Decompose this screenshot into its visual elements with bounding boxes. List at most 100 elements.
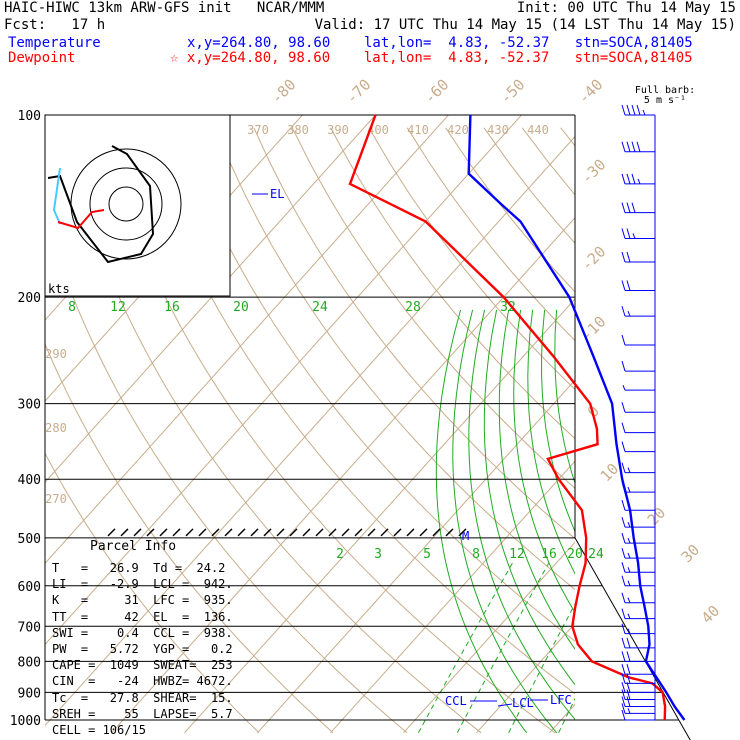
wind-barb-flag bbox=[621, 664, 626, 675]
parcel-info-row: Tc = 27.8 SHEAR= 15. bbox=[52, 690, 233, 705]
isotherm-label: -40 bbox=[575, 76, 607, 108]
temperature-legend: Temperature bbox=[8, 35, 101, 51]
wind-barb-flag bbox=[621, 637, 626, 649]
mixing-ratio-label: 3 bbox=[374, 547, 382, 562]
wind-barb-flag bbox=[621, 608, 626, 619]
wind-barb-flag bbox=[621, 651, 626, 662]
hatch-mark bbox=[328, 528, 337, 537]
parcel-info-row: SREH = 55 LAPSE= 5.7 bbox=[52, 706, 233, 721]
hatch-mark bbox=[146, 528, 155, 537]
hodograph-trace bbox=[47, 145, 155, 264]
wind-barb-flag bbox=[626, 664, 631, 675]
dry-adiabat-line bbox=[368, 127, 575, 391]
isotherm-line bbox=[695, 87, 740, 733]
thetae-label: 16 bbox=[164, 300, 180, 315]
dry-adiabat-line bbox=[253, 127, 575, 540]
thetae-label: 8 bbox=[68, 300, 76, 315]
wind-barb-flag bbox=[621, 673, 626, 684]
moist-adiabat-line bbox=[452, 309, 558, 734]
wind-barb-flag bbox=[626, 637, 631, 649]
m-marker-label: M bbox=[462, 529, 469, 543]
wind-barb-flag bbox=[636, 141, 641, 152]
parcel-info-row: PW = 5.72 YGP = 0.2 bbox=[52, 642, 233, 656]
wind-barb-flag bbox=[626, 280, 631, 291]
wind-barb-flag bbox=[621, 532, 626, 544]
wind-barb-flag bbox=[621, 422, 626, 433]
dry-adiabat-line bbox=[45, 214, 408, 734]
temperature-location: x,y=264.80, 98.60 lat,lon= 4.83, -52.37 … bbox=[187, 35, 693, 51]
wind-barb-flag bbox=[621, 173, 626, 185]
dry-adiabat-line bbox=[599, 128, 740, 733]
isotherm-line bbox=[45, 115, 377, 483]
wind-barb-flag bbox=[631, 173, 636, 185]
wind-barb-flag bbox=[626, 228, 631, 239]
wind-barb-flag bbox=[621, 202, 626, 213]
isotherm-line bbox=[111, 217, 575, 734]
wind-barb-flag bbox=[626, 696, 631, 707]
wind-barb-flag bbox=[626, 251, 631, 263]
valid-time: Valid: 17 UTC Thu 14 May 15 (14 LST Thu … bbox=[314, 17, 736, 33]
moist-adiabat-line bbox=[541, 309, 575, 533]
hatch-mark bbox=[406, 528, 415, 537]
moist-adiabat-line bbox=[483, 309, 575, 686]
theta-label: 280 bbox=[45, 421, 67, 435]
isotherm-line bbox=[45, 115, 304, 402]
thetae-label: 28 bbox=[405, 300, 421, 315]
hatch-mark bbox=[302, 528, 311, 537]
wind-barb-half bbox=[627, 486, 631, 493]
pressure-tick-label: 300 bbox=[18, 398, 41, 413]
hatch-mark bbox=[315, 528, 324, 537]
dry-adiabat-line bbox=[330, 127, 575, 440]
mixing-ratio-label: 5 bbox=[423, 547, 431, 562]
wind-barb-half bbox=[642, 109, 646, 116]
theta-label: 400 bbox=[367, 123, 389, 137]
lcl-marker-line bbox=[497, 703, 513, 707]
pressure-tick-label: 600 bbox=[18, 580, 41, 595]
hatch-mark bbox=[172, 528, 181, 537]
mixing-ratio-label: 8 bbox=[472, 547, 480, 562]
isotherm-label: -70 bbox=[343, 76, 375, 108]
mixing-ratio-line bbox=[685, 563, 740, 733]
isotherm-label: 40 bbox=[698, 602, 724, 628]
wind-barb-flag bbox=[626, 141, 631, 152]
wind-barb-flag bbox=[621, 251, 626, 263]
hatch-mark bbox=[263, 528, 272, 537]
pressure-tick-label: 700 bbox=[18, 620, 41, 635]
pressure-tick-label: 800 bbox=[18, 655, 41, 670]
isotherm-label: 20 bbox=[644, 504, 670, 530]
isotherm-label: 10 bbox=[597, 460, 623, 486]
wind-barb-half bbox=[627, 552, 631, 559]
dry-adiabat-line bbox=[637, 128, 740, 733]
isotherm-line bbox=[330, 460, 575, 734]
forecast-hour: Fcst: 17 h bbox=[4, 17, 106, 33]
dry-adiabat-line bbox=[676, 128, 740, 733]
wind-barb-flag bbox=[621, 360, 626, 372]
hodograph-ring bbox=[89, 167, 163, 241]
theta-label: 390 bbox=[327, 123, 349, 137]
hatch-mark bbox=[120, 528, 129, 537]
thetae-label: 32 bbox=[500, 300, 516, 315]
hatch-mark bbox=[354, 528, 363, 537]
dry-adiabat-line bbox=[483, 127, 575, 245]
moist-adiabat-line bbox=[527, 309, 575, 575]
isotherm-line bbox=[476, 622, 575, 734]
wind-barb-flag bbox=[621, 481, 626, 493]
wind-barb-flag bbox=[621, 592, 626, 603]
isotherm-line bbox=[257, 379, 575, 734]
dry-adiabat-line bbox=[45, 342, 334, 734]
dry-adiabat-line bbox=[445, 127, 575, 293]
hatch-mark bbox=[107, 528, 116, 537]
wind-barb-flag bbox=[631, 104, 636, 116]
isotherm-label: -60 bbox=[421, 76, 453, 108]
hatch-mark bbox=[432, 528, 441, 537]
wind-barb-half bbox=[622, 384, 626, 391]
pressure-tick-label: 100 bbox=[18, 109, 41, 124]
hatch-mark bbox=[458, 528, 467, 537]
hodograph-trace-surface bbox=[57, 209, 105, 230]
wind-barb-half bbox=[627, 467, 631, 473]
wind-barb-flag bbox=[621, 305, 626, 317]
dewpoint-location: ☆ x,y=264.80, 98.60 lat,lon= 4.83, -52.3… bbox=[170, 50, 693, 66]
wind-barb-flag bbox=[621, 703, 626, 714]
wind-barb-half bbox=[627, 505, 631, 511]
moist-adiabat-line bbox=[498, 309, 575, 651]
